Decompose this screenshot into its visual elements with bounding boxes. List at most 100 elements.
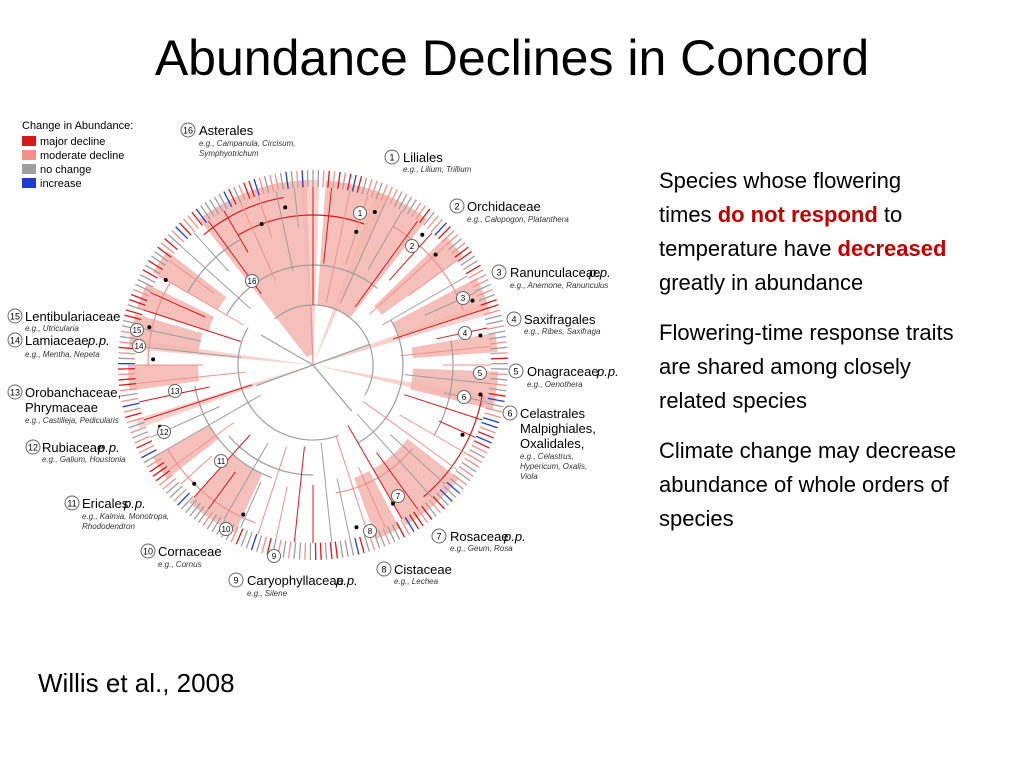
clade-examples: Symphyotrichum — [199, 149, 259, 158]
svg-text:10: 10 — [222, 525, 231, 534]
species-tip — [320, 543, 321, 560]
clade-label-cistaceae: 8 Cistaceae e.g., Lechea — [377, 562, 452, 586]
node-dot — [478, 333, 482, 337]
species-tip — [170, 486, 182, 498]
clade-pp: p.p. — [87, 333, 110, 348]
svg-text:13: 13 — [171, 387, 180, 396]
species-tip — [488, 331, 505, 334]
species-tip — [125, 413, 141, 418]
species-tip — [178, 493, 190, 505]
clade-number: 16 — [183, 126, 193, 136]
clade-pp: p.p. — [97, 440, 120, 455]
species-tip — [360, 537, 364, 553]
svg-text:1: 1 — [358, 209, 363, 218]
clade-label-caryophyllaceae: 9 Caryophyllaceae p.p. e.g., Silene — [229, 573, 358, 598]
clade-name: Cornaceae — [158, 544, 222, 559]
clade-name: Celastrales — [520, 406, 586, 421]
inner-marker-2: 2 — [406, 240, 419, 253]
node-dot — [164, 278, 168, 282]
clade-examples: e.g., Celastrus, — [520, 452, 574, 461]
species-tip — [126, 310, 142, 315]
citation: Willis et al., 2008 — [38, 668, 235, 699]
inner-marker-3: 3 — [457, 292, 470, 305]
species-tip — [121, 398, 138, 401]
svg-text:15: 15 — [133, 326, 142, 335]
clade-examples: e.g., Cornus — [158, 560, 202, 569]
clade-name: Liliales — [403, 150, 443, 165]
species-tip — [124, 408, 140, 412]
clade-number: 2 — [454, 202, 459, 212]
species-tip — [257, 535, 262, 551]
clade-examples: e.g., Anemone, Ranunculus — [510, 281, 608, 290]
species-tip — [355, 538, 359, 555]
legend-label-increase: increase — [40, 178, 82, 190]
clade-name: Orchidaceae — [467, 199, 541, 214]
species-tip — [283, 541, 286, 558]
clade-number: 11 — [67, 499, 76, 509]
svg-text:14: 14 — [135, 342, 144, 351]
species-tip — [262, 537, 266, 553]
clade-pp: p.p. — [335, 573, 358, 588]
legend-label-no-change: no change — [40, 164, 91, 176]
species-tip — [483, 418, 499, 423]
clade-name: Lentibulariaceae — [25, 309, 120, 324]
clade-label-onagraceae: 5 Onagraceae p.p. e.g., Oenothera — [509, 364, 619, 389]
clade-label-orobanchaceae: 13 Orobanchaceae, Phrymaceae e.g., Casti… — [8, 385, 121, 425]
node-dot — [478, 393, 482, 397]
inner-marker-11: 11 — [215, 455, 228, 468]
species-tip — [438, 227, 450, 239]
svg-text:11: 11 — [217, 457, 226, 466]
clade-name-line3: Oxalidales, — [520, 436, 584, 451]
tree-branch — [321, 443, 331, 542]
clade-examples: e.g., Lilium, Trillium — [403, 165, 472, 174]
species-tip — [241, 531, 247, 547]
node-dot — [420, 233, 424, 237]
clade-examples: Hypericum, Oxalis, — [520, 462, 587, 471]
legend-label-moderate-decline: moderate decline — [40, 150, 124, 162]
clade-number: 8 — [381, 565, 386, 575]
slide-title: Abundance Declines in Concord — [0, 28, 1024, 88]
node-dot — [470, 299, 474, 303]
tree-branch — [258, 447, 286, 534]
species-tip — [482, 422, 498, 427]
tree-branch — [294, 447, 304, 542]
species-tip — [486, 408, 502, 412]
node-dot — [354, 525, 358, 529]
node-dot — [373, 210, 377, 214]
species-tip — [123, 403, 140, 407]
clade-label-lamiaceae: 14 Lamiaceae p.p. e.g., Mentha, Nepeta — [8, 333, 110, 359]
node-dot — [151, 357, 155, 361]
clade-name-line2: Malpighiales, — [520, 421, 596, 436]
clade-number: 7 — [436, 532, 441, 542]
clade-examples: e.g., Galium, Houstonia — [42, 455, 126, 464]
clade-number: 14 — [10, 336, 20, 346]
clade-number: 12 — [28, 443, 38, 453]
clade-examples: e.g., Calopogon, Platanthera — [467, 215, 569, 224]
clade-number: 3 — [496, 268, 501, 278]
inner-marker-12: 12 — [158, 426, 171, 439]
legend-swatch-increase — [22, 178, 36, 188]
species-tip — [289, 542, 291, 559]
svg-text:5: 5 — [478, 369, 483, 378]
species-tip — [476, 436, 492, 443]
phylogeny-figure: Change in Abundance: major decline moder… — [0, 110, 640, 610]
inner-marker-9: 9 — [268, 550, 281, 563]
clade-examples: Rhododendron — [82, 522, 135, 531]
clade-number: 10 — [143, 547, 153, 557]
clade-name-line2: Phrymaceae — [25, 400, 98, 415]
inner-marker-7: 7 — [392, 490, 405, 503]
tree-root-branch — [313, 344, 369, 365]
species-tip — [180, 223, 192, 235]
svg-text:7: 7 — [396, 492, 401, 501]
clade-label-rosaceae: 7 Rosaceae p.p. e.g., Geum, Rosa — [432, 529, 526, 553]
node-dot — [391, 502, 395, 506]
inner-marker-4: 4 — [459, 327, 472, 340]
species-tip — [345, 540, 348, 557]
species-tip — [435, 223, 447, 235]
clade-label-celastrales: 6 Celastrales Malpighiales, Oxalidales, … — [503, 406, 596, 481]
svg-text:6: 6 — [462, 393, 467, 402]
species-tip — [166, 482, 179, 493]
svg-text:16: 16 — [248, 277, 257, 286]
species-tip — [251, 534, 256, 550]
species-tip — [172, 231, 184, 243]
